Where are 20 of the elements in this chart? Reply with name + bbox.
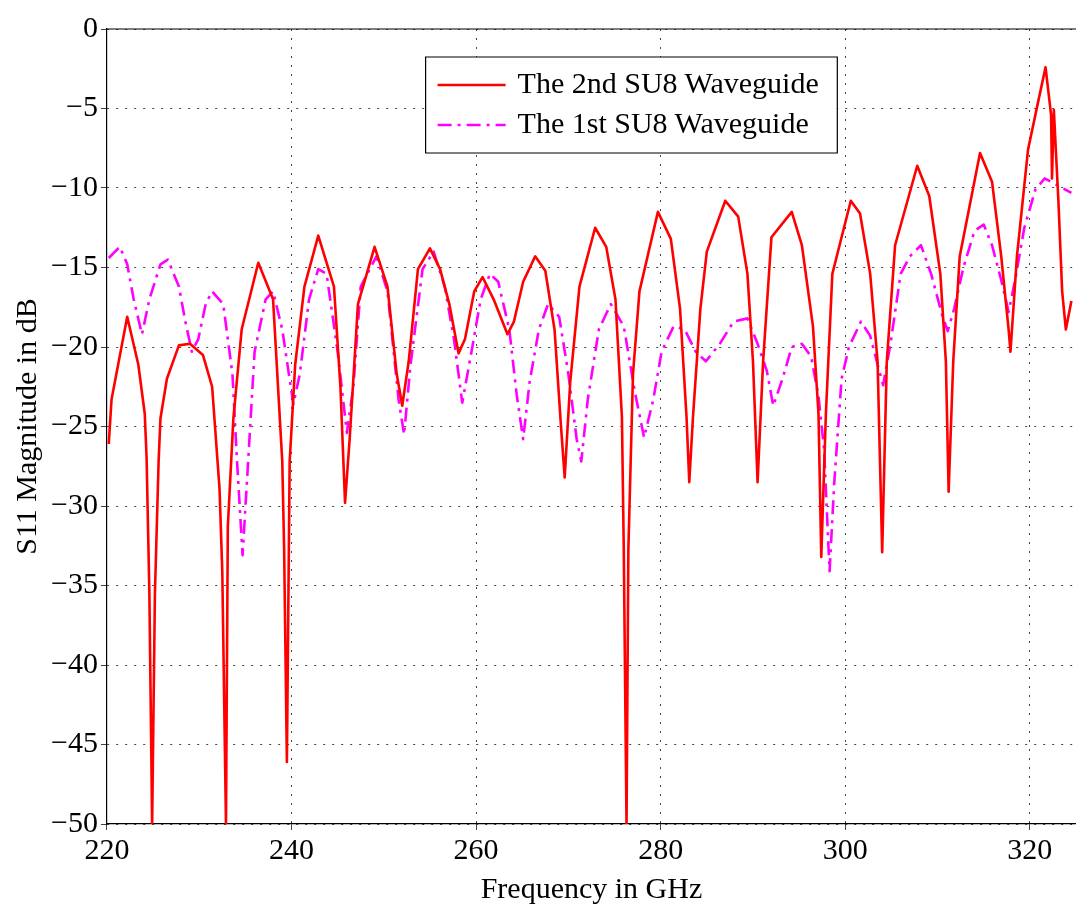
y-tick-label: −30 [51,486,98,520]
y-tick-label: 0 [82,9,98,43]
x-axis-title: Frequency in GHz [480,870,703,904]
y-tick-label: −45 [51,725,98,759]
legend-label: The 1st SU8 Waveguide [517,105,809,139]
legend-label: The 2nd SU8 Waveguide [517,65,819,99]
y-tick-label: −10 [51,168,98,202]
line-series [107,177,1073,573]
y-tick-label: −35 [51,566,98,600]
y-tick-label: −5 [66,89,98,123]
y-tick-label: −20 [51,327,98,361]
x-tick-label: 320 [1007,831,1053,865]
y-tick-label: −15 [51,248,98,282]
x-tick-label: 280 [638,831,684,865]
y-axis-title: S11 Magnitude in dB [8,298,42,555]
y-tick-label: −40 [51,645,98,679]
x-tick-label: 300 [822,831,868,865]
x-tick-label: 240 [269,831,315,865]
y-tick-label: −25 [51,407,98,441]
x-tick-label: 260 [453,831,499,865]
